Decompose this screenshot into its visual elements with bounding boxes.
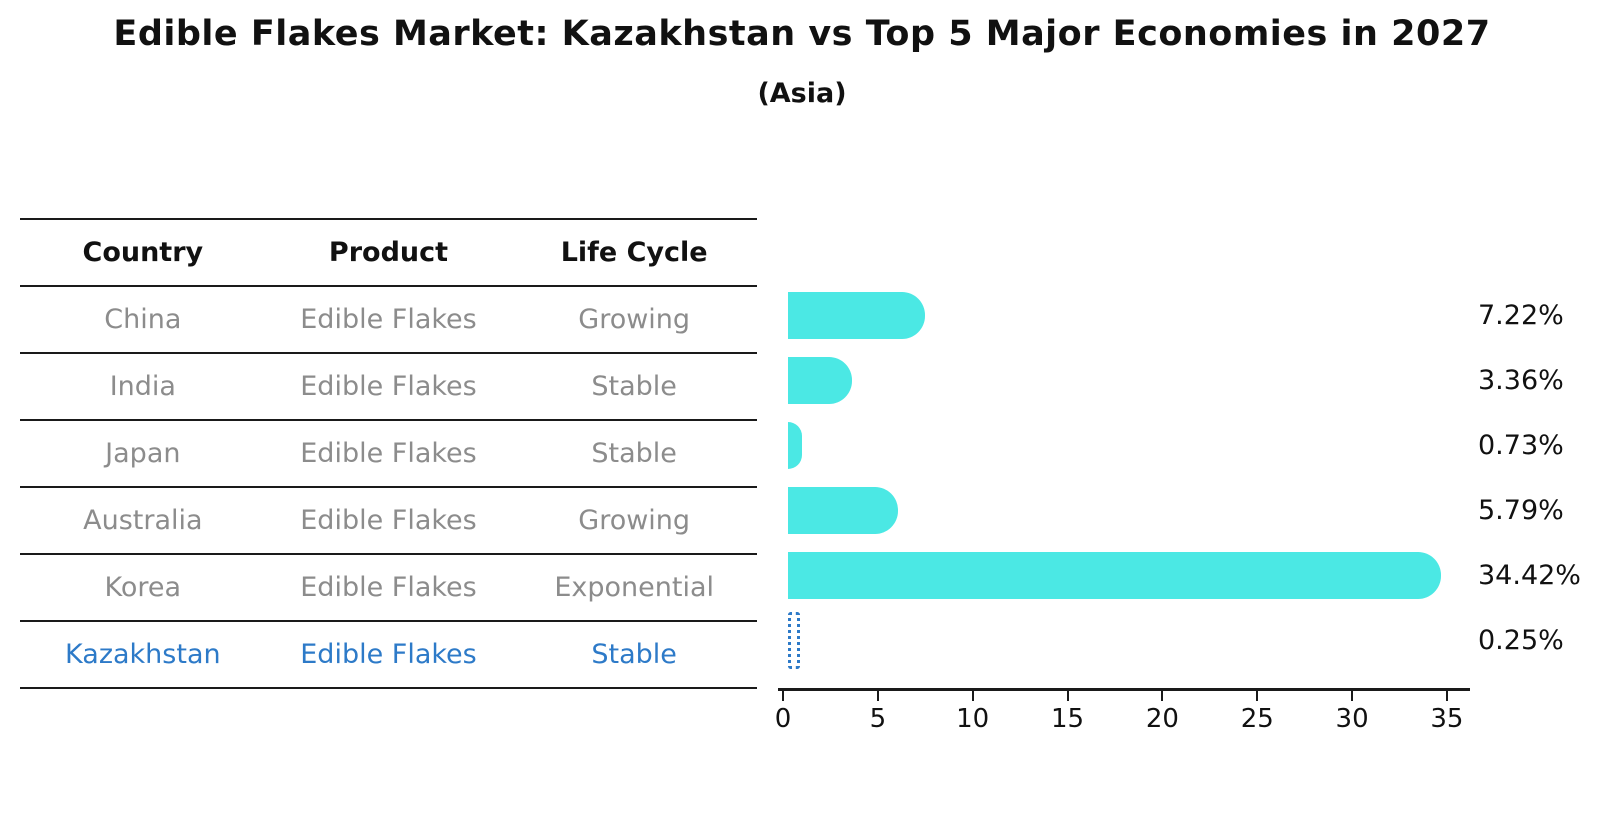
- cell-country: China: [104, 304, 182, 335]
- cell-product: Edible Flakes: [300, 371, 477, 402]
- table-row: China Edible Flakes Growing: [20, 285, 757, 352]
- x-axis-tick-label: 25: [1240, 704, 1274, 734]
- x-axis-tick: [876, 691, 879, 701]
- bar-india: [788, 357, 852, 404]
- x-axis-tick-label: 10: [956, 704, 990, 734]
- value-label-korea: 34.42%: [1478, 560, 1581, 591]
- country-table: Country Product Life Cycle China Edible …: [20, 218, 757, 689]
- cell-product: Edible Flakes: [300, 572, 477, 603]
- cell-product: Edible Flakes: [300, 639, 477, 670]
- cell-life-cycle: Growing: [578, 505, 691, 536]
- chart-title: Edible Flakes Market: Kazakhstan vs Top …: [113, 14, 1491, 54]
- x-axis-tick-label: 35: [1430, 704, 1464, 734]
- value-label-australia: 5.79%: [1478, 495, 1564, 526]
- x-axis-tick-label: 5: [869, 704, 887, 734]
- x-axis-tick: [1161, 691, 1164, 701]
- bar-row: [783, 348, 1473, 413]
- x-axis-tick-label: 30: [1335, 704, 1369, 734]
- column-header-life-cycle: Life Cycle: [560, 237, 708, 268]
- x-axis: 0 5 10 15 20 25 30 35: [774, 688, 1470, 738]
- table-row: India Edible Flakes Stable: [20, 352, 757, 419]
- table-header-row: Country Product Life Cycle: [20, 218, 757, 285]
- cell-country: Korea: [104, 572, 182, 603]
- column-header-country: Country: [82, 237, 204, 268]
- column-header-product: Product: [328, 237, 449, 268]
- x-axis-tick: [1066, 691, 1069, 701]
- bar-row: [783, 608, 1473, 673]
- cell-life-cycle: Stable: [591, 639, 677, 670]
- x-axis-tick: [1445, 691, 1448, 701]
- x-axis-line: [778, 688, 1470, 691]
- bar-kazakhstan: [788, 612, 800, 669]
- cell-life-cycle: Growing: [578, 304, 691, 335]
- table-row-kazakhstan: Kazakhstan Edible Flakes Stable: [20, 620, 757, 689]
- x-axis-tick: [1256, 691, 1259, 701]
- chart-subtitle: (Asia): [757, 78, 847, 109]
- bar-row: [783, 283, 1473, 348]
- value-labels: 7.22% 3.36% 0.73% 5.79% 34.42% 0.25%: [1478, 283, 1581, 673]
- bar-japan: [788, 422, 802, 469]
- value-label-kazakhstan: 0.25%: [1478, 625, 1564, 656]
- cell-country: Kazakhstan: [65, 639, 221, 670]
- value-label-china: 7.22%: [1478, 300, 1564, 331]
- cell-life-cycle: Stable: [591, 371, 677, 402]
- x-axis-tick: [1351, 691, 1354, 701]
- cell-country: Australia: [83, 505, 203, 536]
- cell-product: Edible Flakes: [300, 304, 477, 335]
- table-row: Australia Edible Flakes Growing: [20, 486, 757, 553]
- x-axis-tick-label: 15: [1051, 704, 1085, 734]
- bar-korea: [788, 552, 1441, 599]
- x-axis-tick: [971, 691, 974, 701]
- cell-country: Japan: [105, 438, 181, 469]
- table-row: Korea Edible Flakes Exponential: [20, 553, 757, 620]
- cell-country: India: [109, 371, 176, 402]
- x-axis-tick-label: 20: [1145, 704, 1179, 734]
- bar-row: [783, 543, 1473, 608]
- bar-row: [783, 478, 1473, 543]
- cell-product: Edible Flakes: [300, 438, 477, 469]
- bar-chart: [783, 283, 1473, 673]
- cell-product: Edible Flakes: [300, 505, 477, 536]
- x-axis-tick-label: 0: [774, 704, 792, 734]
- cell-life-cycle: Exponential: [554, 572, 714, 603]
- x-axis-tick: [782, 691, 784, 701]
- value-label-japan: 0.73%: [1478, 430, 1564, 461]
- value-label-india: 3.36%: [1478, 365, 1564, 396]
- bar-row: [783, 413, 1473, 478]
- table-row: Japan Edible Flakes Stable: [20, 419, 757, 486]
- bar-china: [788, 292, 925, 339]
- bar-australia: [788, 487, 898, 534]
- cell-life-cycle: Stable: [591, 438, 677, 469]
